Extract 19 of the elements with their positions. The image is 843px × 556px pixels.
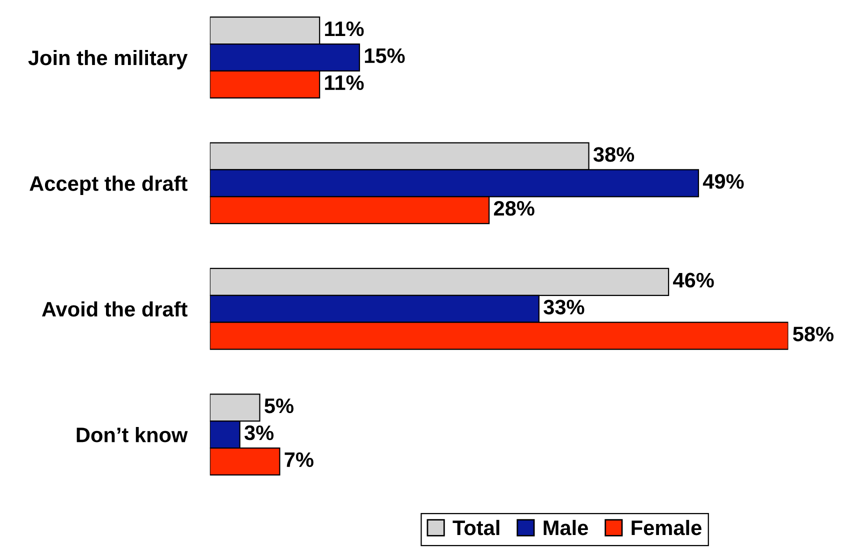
- data-label: 33%: [544, 300, 584, 314]
- legend-label: Male: [544, 520, 588, 536]
- data-label: 49%: [702, 174, 744, 189]
- data-label: 11%: [325, 75, 364, 90]
- data-label: 28%: [494, 200, 534, 216]
- data-label: 3%: [244, 425, 274, 440]
- legend-label: Total: [452, 520, 500, 536]
- y-tick-label: Avoid the draft: [42, 301, 188, 317]
- data-label: 38%: [593, 147, 634, 162]
- y-tick-label: Accept the draft: [30, 176, 188, 196]
- y-tick-label: Don’t know: [76, 427, 188, 442]
- legend-label: Female: [632, 520, 702, 536]
- data-label: 15%: [364, 48, 405, 64]
- data-label: 11%: [325, 21, 364, 36]
- data-label: 5%: [264, 398, 294, 414]
- y-tick-label: Join the military: [28, 50, 188, 70]
- data-label: 7%: [284, 452, 314, 468]
- data-label: 58%: [793, 326, 834, 342]
- data-label: 46%: [673, 272, 714, 288]
